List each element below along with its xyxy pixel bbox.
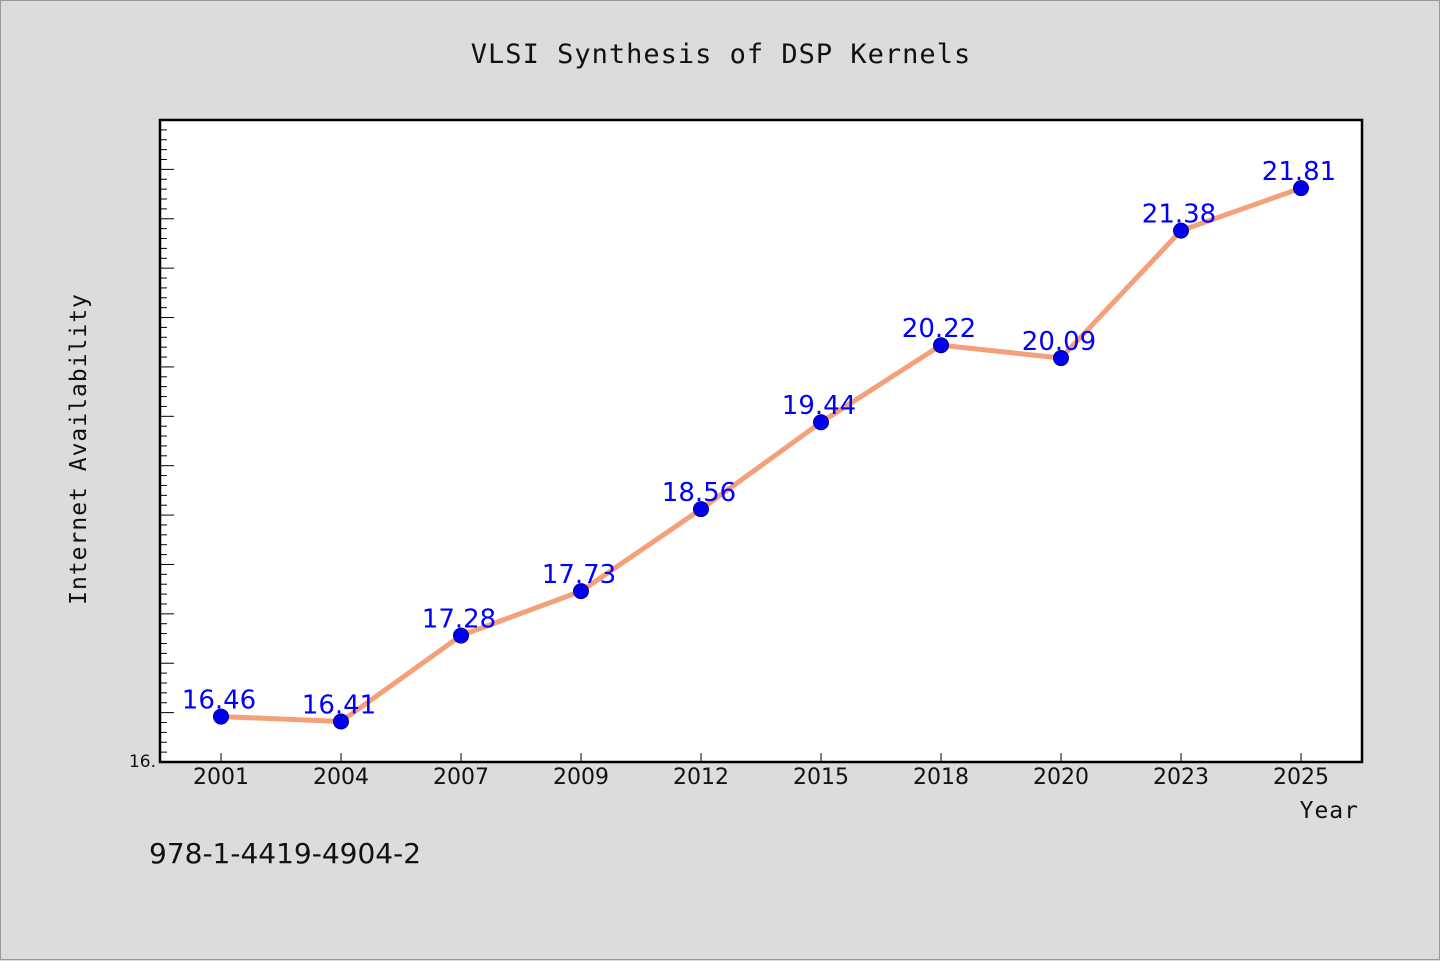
data-point xyxy=(453,627,469,644)
x-tick-label: 2001 xyxy=(193,765,249,790)
x-tick-label: 2020 xyxy=(1033,765,1089,790)
x-tick-label: 2015 xyxy=(793,765,849,790)
data-label: 20.22 xyxy=(902,314,976,344)
data-point xyxy=(573,583,589,600)
series-line xyxy=(218,185,1304,725)
x-tick-label: 2025 xyxy=(1273,765,1329,790)
data-label: 17.28 xyxy=(422,605,496,635)
x-tick-label: 2007 xyxy=(433,765,489,790)
y-tick-label: 16. xyxy=(129,752,156,772)
y-axis-label: Internet Availability xyxy=(66,293,92,605)
data-label: 19.44 xyxy=(782,391,856,421)
series-markers xyxy=(213,180,1309,730)
chart-title: VLSI Synthesis of DSP Kernels xyxy=(471,39,971,70)
data-point xyxy=(813,414,829,431)
data-label: 20.09 xyxy=(1022,327,1096,357)
data-label: 16.46 xyxy=(182,686,256,716)
data-point xyxy=(213,708,229,725)
data-label: 18.56 xyxy=(662,478,736,508)
data-point xyxy=(1053,350,1069,367)
x-tick-label: 2023 xyxy=(1153,765,1209,790)
x-axis-ticks: 2001 2004 2007 2009 2012 2015 2018 2020 2023 2025 xyxy=(193,753,1329,790)
series-line-group xyxy=(218,185,1304,725)
data-label: 16.41 xyxy=(302,691,376,721)
data-label: 17.73 xyxy=(542,560,616,590)
x-tick-label: 2004 xyxy=(313,765,369,790)
data-point xyxy=(693,501,709,518)
data-point xyxy=(1173,222,1189,239)
isbn-label: 978-1-4419-4904-2 xyxy=(149,837,421,870)
plot-area xyxy=(158,118,1364,764)
x-tick-label: 2012 xyxy=(673,765,729,790)
y-axis-ticks xyxy=(160,119,174,763)
data-point xyxy=(333,713,349,730)
data-point xyxy=(1293,180,1309,197)
x-axis-label: Year xyxy=(1300,798,1359,824)
data-label: 21.38 xyxy=(1142,200,1216,230)
data-point xyxy=(933,337,949,354)
x-tick-label: 2018 xyxy=(913,765,969,790)
data-label: 21.81 xyxy=(1262,157,1336,187)
x-tick-label: 2009 xyxy=(553,765,609,790)
data-labels: 16.46 16.41 17.28 17.73 18.56 19.44 20.22 20.09… xyxy=(182,157,1336,720)
